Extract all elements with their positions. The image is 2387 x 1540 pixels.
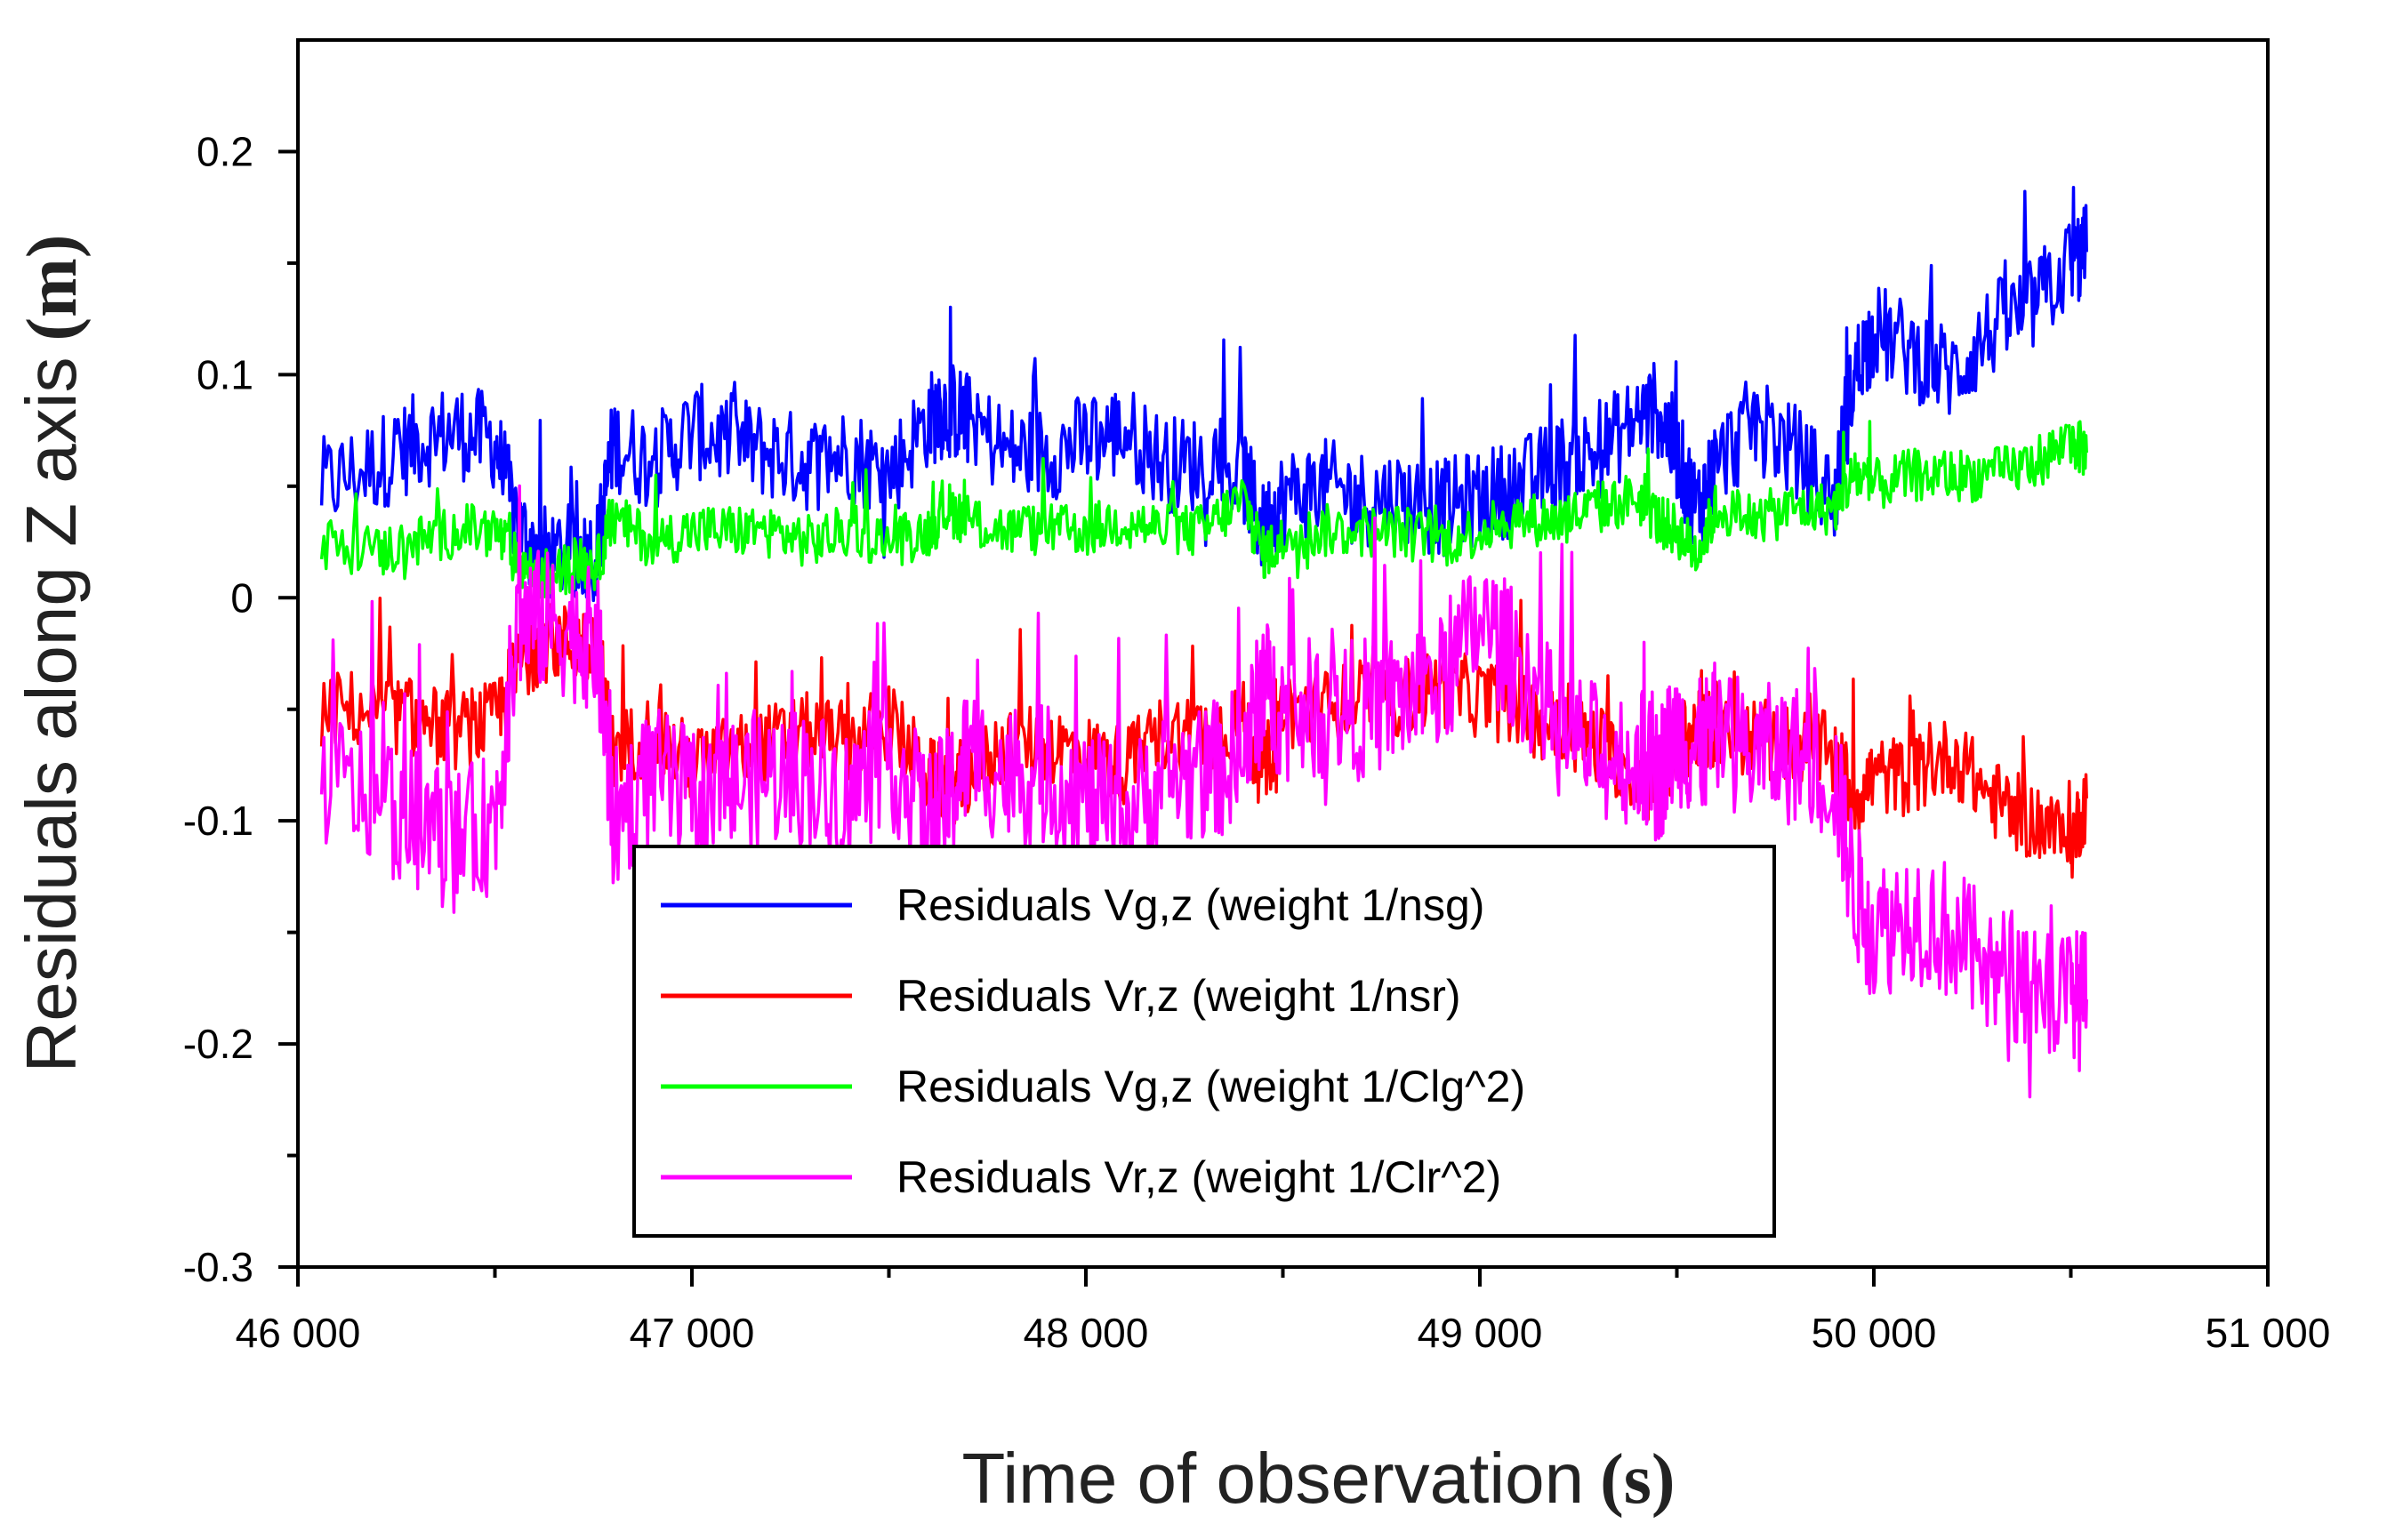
legend-items: Residuals Vg,z (weight 1/nsg) Residuals V… [661, 880, 1525, 1202]
legend-label-3: Residuals Vg,z (weight 1/Clg^2) [896, 1062, 1525, 1111]
y-tick-label: -0.2 [183, 1021, 253, 1067]
x-tick-label: 47 000 [630, 1310, 755, 1356]
legend: Residuals Vg,z (weight 1/nsg) Residuals V… [632, 845, 1776, 1238]
y-axis-unit: (m) [13, 235, 92, 341]
x-axis-unit: (s) [1600, 1440, 1675, 1519]
legend-label-2: Residuals Vr,z (weight 1/nsr) [896, 971, 1461, 1021]
series-line-3 [319, 420, 2088, 599]
legend-box [632, 845, 1776, 1238]
x-tick-label: 49 000 [1418, 1310, 1543, 1356]
y-tick-label: 0.2 [197, 128, 253, 174]
series-line-4 [319, 484, 2088, 1099]
x-tick-label: 50 000 [1812, 1310, 1937, 1356]
y-tick-label: 0.1 [197, 351, 253, 397]
y-axis-title-text: Residuals along Z axis [12, 357, 91, 1073]
x-tick-label: 48 000 [1024, 1310, 1149, 1356]
legend-label-1: Residuals Vg,z (weight 1/nsg) [896, 880, 1484, 930]
y-tick-label: -0.3 [183, 1244, 253, 1290]
series-layer [319, 185, 2088, 1099]
x-axis-title-text: Time of observation [962, 1439, 1585, 1518]
x-tick-label: 51 000 [2206, 1310, 2331, 1356]
x-tick-label: 46 000 [236, 1310, 361, 1356]
x-axis-title: Time of observation (s) [962, 1439, 1676, 1519]
legend-label-4: Residuals Vr,z (weight 1/Clr^2) [896, 1152, 1501, 1202]
y-axis-title: Residuals along Z axis (m) [12, 235, 92, 1073]
y-tick-label: 0 [230, 574, 253, 621]
y-tick-label: -0.1 [183, 798, 253, 844]
tick-layer: 46 000 47 000 48 000 49 000 50 000 51 000 -0.3… [183, 128, 2331, 1356]
